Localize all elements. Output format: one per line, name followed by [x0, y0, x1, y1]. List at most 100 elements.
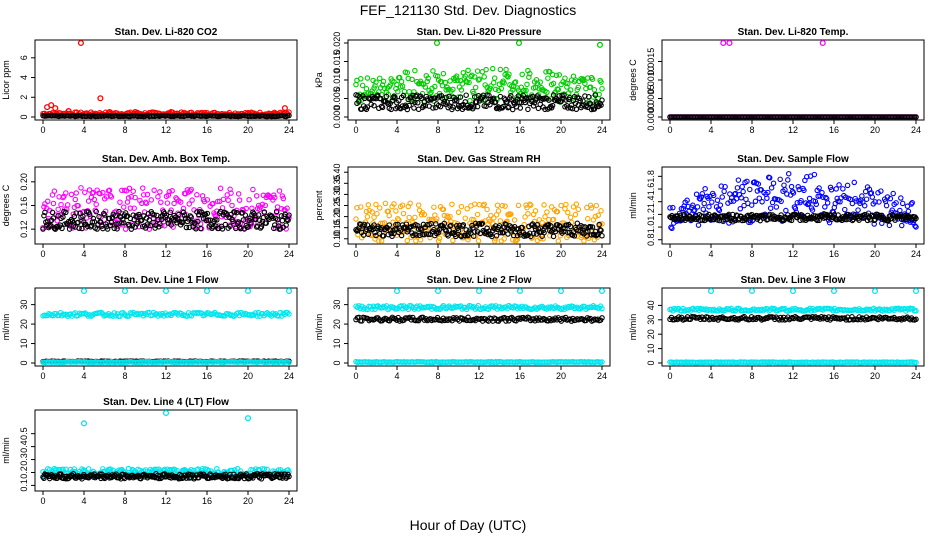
data-point — [434, 287, 442, 295]
data-point — [165, 192, 172, 198]
data-point — [476, 76, 483, 82]
y-tick-label: 40 — [646, 300, 656, 310]
y-axis-label: ml/min — [1, 437, 11, 464]
figure-title: FEF_121130 Std. Dev. Diagnostics — [359, 2, 577, 18]
data-point — [515, 202, 522, 209]
data-point — [458, 203, 465, 210]
data-point — [805, 200, 812, 207]
y-tick-label: 30 — [332, 300, 342, 310]
data-point — [506, 104, 512, 110]
data-point — [721, 213, 727, 219]
data-point — [563, 201, 569, 208]
data-point — [545, 75, 551, 81]
data-point — [424, 78, 430, 85]
data-point — [812, 198, 819, 205]
y-tick-label: 1.6 — [646, 183, 656, 196]
data-point — [364, 75, 371, 81]
x-tick-label: 0 — [353, 249, 358, 259]
data-point — [235, 219, 242, 225]
data-point — [357, 76, 364, 82]
x-tick-label: 20 — [243, 496, 253, 506]
y-tick-label: 0.20 — [19, 173, 29, 191]
x-tick-label: 12 — [161, 249, 171, 259]
data-point — [194, 192, 200, 198]
y-tick-label: 0.010 — [332, 69, 342, 92]
data-point — [373, 79, 379, 85]
y-tick-label: 0.1 — [19, 479, 29, 492]
data-point — [406, 88, 412, 95]
data-point — [834, 195, 840, 202]
x-tick-label: 4 — [394, 125, 399, 135]
data-point — [890, 190, 896, 197]
y-tick-label: 0.0015 — [646, 48, 656, 76]
data-point — [204, 197, 211, 203]
data-point — [720, 39, 727, 47]
data-point — [441, 220, 448, 227]
data-point — [755, 181, 762, 187]
data-point — [395, 215, 401, 222]
series-1 — [40, 287, 293, 320]
data-point — [913, 114, 919, 120]
data-point — [122, 226, 129, 232]
data-point — [364, 214, 371, 220]
data-point — [85, 198, 92, 204]
x-tick-label: 4 — [81, 371, 86, 381]
data-point — [443, 228, 449, 234]
data-point — [285, 287, 293, 295]
data-point — [356, 303, 362, 309]
data-point — [598, 208, 604, 214]
data-point — [471, 229, 478, 235]
data-point — [389, 98, 395, 104]
data-point — [285, 217, 291, 223]
data-point — [435, 229, 442, 236]
data-point — [811, 171, 818, 178]
data-point — [782, 187, 788, 193]
series-2 — [40, 112, 292, 120]
y-tick-label: 0 — [646, 360, 656, 365]
data-point — [76, 225, 82, 231]
data-point — [63, 190, 69, 196]
data-point — [393, 287, 401, 295]
data-point — [120, 220, 127, 226]
data-point — [63, 209, 69, 216]
x-tick-label: 8 — [749, 371, 754, 381]
data-point — [488, 83, 494, 89]
data-point — [531, 100, 538, 106]
data-point — [804, 201, 811, 208]
data-point — [77, 39, 84, 47]
data-point — [73, 190, 79, 196]
data-point — [395, 217, 402, 223]
data-point — [801, 187, 807, 194]
plot-frame — [661, 39, 925, 121]
data-point — [440, 70, 447, 77]
data-point — [107, 222, 114, 229]
data-point — [286, 112, 292, 119]
data-point — [214, 217, 220, 223]
data-point — [519, 71, 525, 78]
data-point — [380, 233, 387, 239]
data-point — [226, 311, 233, 317]
y-tick-label: 0.25 — [332, 197, 342, 215]
data-point — [177, 199, 184, 205]
data-point — [582, 80, 588, 87]
data-point — [54, 218, 60, 224]
data-point — [842, 206, 848, 213]
x-tick-label: 8 — [749, 249, 754, 259]
data-point — [144, 221, 151, 227]
x-tick-label: 8 — [122, 125, 127, 135]
data-point — [89, 219, 96, 225]
data-point — [550, 233, 557, 240]
data-point — [593, 202, 600, 209]
data-point — [764, 195, 770, 202]
data-point — [599, 97, 605, 103]
data-point — [863, 196, 870, 202]
data-point — [430, 68, 436, 74]
data-point — [560, 95, 566, 102]
data-point — [398, 232, 405, 239]
data-point — [378, 238, 385, 244]
data-point — [433, 216, 440, 222]
data-point — [561, 92, 567, 98]
data-point — [425, 231, 431, 238]
data-point — [366, 207, 373, 214]
data-point — [491, 75, 498, 81]
